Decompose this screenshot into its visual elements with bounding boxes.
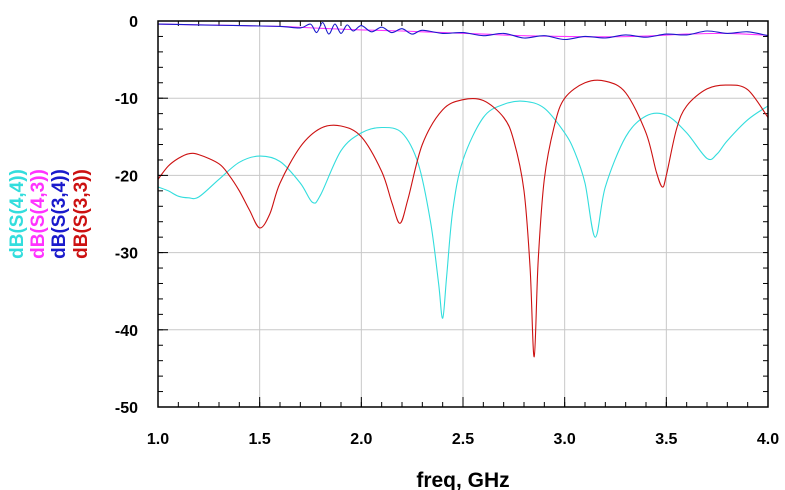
- series-line-3: [158, 79, 768, 358]
- x-tick-label: 4.0: [757, 431, 779, 448]
- series-line-2: [158, 21, 768, 41]
- x-tick-label: 2.0: [350, 431, 372, 448]
- x-axis-label: freq, GHz: [416, 469, 509, 490]
- x-tick-label: 3.0: [554, 431, 576, 448]
- legend-entry-1: dB(S(4,3)): [28, 169, 49, 259]
- x-tick-label: 1.0: [147, 431, 169, 448]
- x-tick-label: 2.5: [452, 431, 474, 448]
- series-group: [158, 21, 768, 358]
- x-tick-label: 1.5: [249, 431, 271, 448]
- y-tick-label: -10: [115, 91, 138, 108]
- series-line-0: [158, 100, 768, 319]
- x-axis-ticks: 1.0 1.5 2.0 2.5 3.0 3.5 4.0: [147, 397, 779, 448]
- y-tick-label: 0: [129, 14, 138, 31]
- legend-entry-2: dB(S(3,4)): [49, 169, 70, 259]
- legend: dB(S(4,4)) dB(S(4,3)) dB(S(3,4)) dB(S(3,3)): [7, 169, 92, 259]
- y-axis-ticks: 0 -10 -20 -30 -40 -50: [115, 14, 168, 417]
- legend-entry-3: dB(S(3,3)): [71, 169, 92, 259]
- y-tick-label: -50: [115, 400, 138, 417]
- y-tick-label: -20: [115, 168, 138, 185]
- x-tick-label: 3.5: [655, 431, 677, 448]
- plot-area: [158, 21, 768, 358]
- y-tick-label: -40: [115, 323, 138, 340]
- grid: [157, 20, 769, 408]
- y-tick-label: -30: [115, 246, 138, 263]
- legend-entry-0: dB(S(4,4)): [7, 169, 28, 259]
